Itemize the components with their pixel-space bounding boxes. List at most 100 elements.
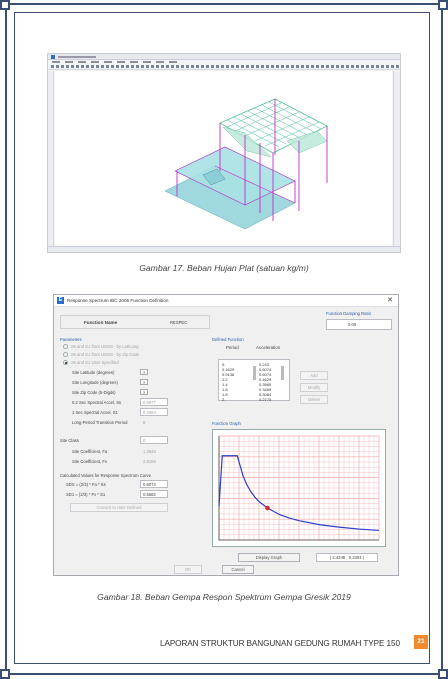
site-class-value: E <box>143 438 146 443</box>
chart-axes <box>218 436 379 541</box>
model-right-toolbar <box>393 71 400 246</box>
convert-user-defined-button[interactable]: Convert to User Defined <box>70 503 168 512</box>
period-header: Period <box>226 345 239 350</box>
figure-17-caption: Gambar 17. Beban Hujan Plat (satuan kg/m… <box>139 263 309 273</box>
footer-report-title: LAPORAN STRUKTUR BANGUNAN GEDUNG RUMAH T… <box>160 639 400 648</box>
zip-help-button[interactable]: ? <box>140 389 148 395</box>
page-number-badge: 21 <box>414 635 428 649</box>
display-graph-button[interactable]: Display Graph <box>238 553 300 562</box>
period-row-7: 2. <box>222 397 226 402</box>
accel-row-3: 0.4629 <box>259 377 272 382</box>
site-class-label: Site Class <box>60 438 79 443</box>
function-graph-label: Function Graph <box>212 421 241 426</box>
fv-label: Site Coefficient, Fv <box>72 459 108 464</box>
accel-row-6: 0.3084 <box>259 392 272 397</box>
accel-row-0: 0.243 <box>259 362 270 367</box>
site-zip-label: Site Zip Code (5-Digits) <box>72 390 116 395</box>
site-class-select[interactable] <box>140 436 168 444</box>
frame-corner-tl <box>0 0 10 10</box>
option-user-radio[interactable] <box>63 360 68 365</box>
defined-function-list[interactable]: 0. 0.1629 0.9138 1.2 1.4 1.6 1.8 2. 0.24… <box>218 359 290 402</box>
calculated-values-label: Calculated Values for Response Spectrum … <box>60 473 151 478</box>
response-spectrum-dialog: E Response Spectrum IBC 2006 Function De… <box>53 294 399 576</box>
function-name-label: Function Name <box>84 320 118 325</box>
s1-label: 1 Sec Spectral Accel, S1 <box>72 410 118 415</box>
page-frame-outer <box>5 3 443 675</box>
list-scrollbar[interactable] <box>281 366 284 380</box>
model-menubar <box>48 60 400 64</box>
period-row-5: 1.6 <box>222 387 228 392</box>
sds-field <box>140 480 168 488</box>
model-left-toolbar <box>48 71 54 246</box>
modify-button[interactable]: Modify <box>300 383 328 392</box>
option-user-label: Ss and S1 User Specified <box>71 360 119 365</box>
accel-row-7: 0.2775 <box>259 397 272 402</box>
dialog-title: Response Spectrum IBC 2006 Function Defi… <box>67 298 169 303</box>
svg-text:.: . <box>245 178 246 182</box>
axis-lines <box>218 436 379 541</box>
latitude-help-button[interactable]: ? <box>140 369 148 375</box>
tl-value[interactable]: 8 <box>143 420 146 425</box>
ss-field[interactable] <box>140 398 168 406</box>
option-latlong-radio[interactable] <box>63 344 68 349</box>
ss-label: 0.2 Sec Spectral Accel, Ss <box>72 400 122 405</box>
damping-value: 0.05 <box>348 322 357 327</box>
accel-row-4: 0.3965 <box>259 382 272 387</box>
chart-grid <box>218 435 380 541</box>
longitude-help-button[interactable]: ? <box>140 379 148 385</box>
spectrum-series-line <box>218 455 380 532</box>
fa-value: 1.3846 <box>143 449 156 454</box>
period-row-2: 0.9138 <box>222 372 235 377</box>
period-row-6: 1.8 <box>222 392 228 397</box>
site-longitude-label: Site Longitude (degrees) <box>72 380 118 385</box>
option-latlong-label: Ss and S1 from USGS - by Lat/Long <box>71 344 139 349</box>
svg-text:.: . <box>211 184 212 188</box>
model-viewport[interactable]: .. <box>55 71 392 245</box>
damping-field[interactable] <box>326 319 392 330</box>
spectrum-marker-point <box>265 505 270 511</box>
site-latitude-label: Site Latitude (degrees) <box>72 370 115 375</box>
list-divider <box>253 366 256 380</box>
function-name-value[interactable]: RESPEC <box>170 320 188 325</box>
frame-corner-br <box>438 669 448 679</box>
spectrum-chart <box>218 435 380 541</box>
sd1-field <box>140 490 168 498</box>
sd1-label: SD1 = (2/3) * Fv * S1 <box>66 492 106 497</box>
etabs-app-icon: E <box>57 297 64 304</box>
delete-button[interactable]: Delete <box>300 395 328 404</box>
model-statusbar <box>48 246 400 252</box>
option-zipcode-radio[interactable] <box>63 352 68 357</box>
tl-label: Long-Period Transition Period <box>72 420 128 425</box>
ss-value: 0.6877 <box>143 400 156 405</box>
period-row-3: 1.2 <box>222 377 228 382</box>
parameters-label: Parameters <box>60 337 82 342</box>
structure-3d-drawing: .. <box>164 98 328 230</box>
model-toolbar <box>48 64 400 70</box>
sds-label: SDS = (2/3) * Fa * Ss <box>66 482 106 487</box>
page-frame-inner <box>14 12 430 664</box>
ok-button[interactable]: OK <box>174 565 202 574</box>
function-name-group <box>60 315 210 329</box>
option-zipcode-label: Ss and S1 from USGS - by Zip Code <box>71 352 140 357</box>
acceleration-header: Acceleration <box>256 345 281 350</box>
s1-field[interactable] <box>140 408 168 416</box>
figure-18-caption: Gambar 18. Beban Gempa Respon Spektrum G… <box>97 592 351 602</box>
sds-value: 0.6074 <box>143 482 156 487</box>
accel-row-2: 0.6074 <box>259 372 272 377</box>
accel-row-5: 0.3469 <box>259 387 272 392</box>
dialog-titlebar: E Response Spectrum IBC 2006 Function De… <box>54 295 398 307</box>
model-window-titlebar <box>48 54 400 60</box>
period-row-0: 0. <box>222 362 226 367</box>
fv-value: 2.8166 <box>143 459 156 464</box>
model-screenshot: .. <box>47 53 401 253</box>
add-button[interactable]: Add <box>300 371 328 380</box>
function-graph[interactable] <box>212 429 386 547</box>
frame-corner-tr <box>438 0 448 10</box>
sd1-value: 0.5582 <box>143 492 156 497</box>
period-row-1: 0.1629 <box>222 367 235 372</box>
s1-value: 0.2964 <box>143 410 156 415</box>
close-icon[interactable]: ✕ <box>387 297 393 304</box>
cancel-button[interactable]: Cancel <box>222 565 254 574</box>
defined-function-label: Defined Function <box>212 337 244 342</box>
damping-label: Function Damping Ratio <box>326 311 371 316</box>
